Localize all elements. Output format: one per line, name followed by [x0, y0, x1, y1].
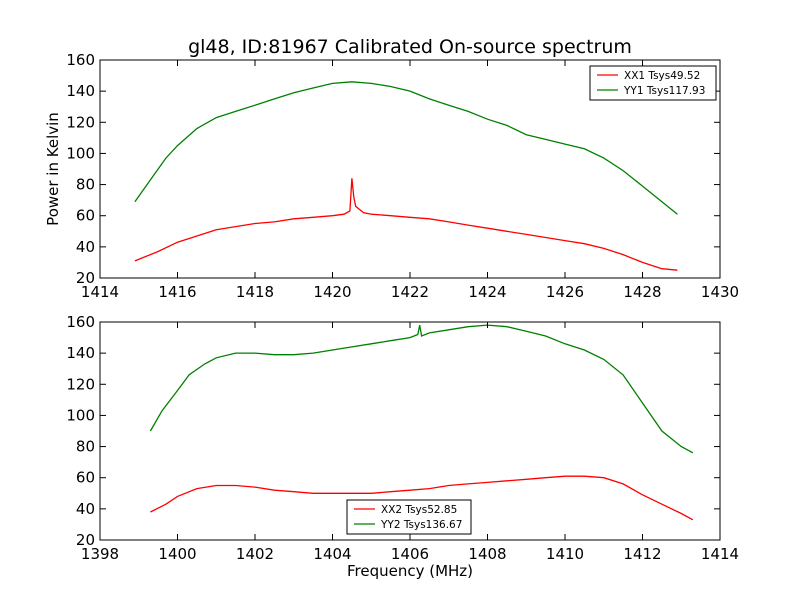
y-tick-label: 80: [76, 176, 95, 194]
x-tick-label: 1406: [391, 545, 429, 563]
y-tick-label: 160: [66, 51, 95, 69]
x-tick-label: 1398: [81, 545, 119, 563]
panel-1: 1414 1416 1418 1420 1422 1424 1426 1428 1430 20 40…: [66, 51, 739, 301]
x-tick-label: 1414: [81, 283, 119, 301]
y-tick-label: 140: [66, 344, 95, 362]
series-line-xx2: [150, 475, 694, 521]
y-axis-label: Power in Kelvin: [44, 112, 62, 226]
legend-entry-label: YY2 Tsys136.67: [380, 519, 462, 531]
legend-entry-label: XX2 Tsys52.85: [381, 504, 457, 516]
x-axis-label: Frequency (MHz): [347, 562, 473, 580]
y-tick-label: 140: [66, 82, 95, 100]
legend: XX2 Tsys52.85 YY2 Tsys136.67: [346, 499, 472, 535]
legend: XX1 Tsys49.52 YY1 Tsys117.93: [589, 65, 717, 101]
x-tick-label: 1410: [546, 545, 584, 563]
legend-box: [589, 65, 717, 101]
x-tick-label: 1424: [468, 283, 506, 301]
x-tick-label: 1422: [391, 283, 429, 301]
x-tick-label: 1414: [701, 545, 739, 563]
y-tick-label: 160: [66, 313, 95, 331]
y-tick-label: 120: [66, 113, 95, 131]
x-tick-label: 1402: [236, 545, 274, 563]
y-tick-label: 120: [66, 375, 95, 393]
chart-title: gl48, ID:81967 Calibrated On-source spec…: [188, 36, 632, 58]
x-tick-label: 1416: [158, 283, 196, 301]
series-line-xx1: [134, 178, 678, 271]
series-line-yy2: [149, 324, 694, 454]
series-line-yy1: [134, 81, 678, 215]
x-tick-label: 1412: [623, 545, 661, 563]
y-tick-label: 100: [66, 144, 95, 162]
legend-box: [346, 499, 472, 535]
x-tick-label: 1428: [623, 283, 661, 301]
x-tick-label: 1426: [546, 283, 584, 301]
x-tick-label: 1420: [313, 283, 351, 301]
y-tick-label: 80: [76, 438, 95, 456]
y-tick-label: 60: [76, 207, 95, 225]
y-tick-label: 40: [76, 238, 95, 256]
panel-2: 1398 1400 1402 1404 1406 1408 1410 1412 1414 20 40…: [66, 313, 739, 563]
y-tick-label: 40: [76, 500, 95, 518]
y-tick-label: 100: [66, 406, 95, 424]
y-tick-label: 60: [76, 469, 95, 487]
x-tick-label: 1404: [313, 545, 351, 563]
y-tick-label: 20: [76, 269, 95, 287]
legend-entry-label: YY1 Tsys117.93: [623, 85, 705, 97]
y-tick-label: 20: [76, 531, 95, 549]
legend-entry-label: XX1 Tsys49.52: [624, 70, 700, 82]
x-tick-label: 1418: [236, 283, 274, 301]
x-tick-label: 1408: [468, 545, 506, 563]
x-tick-label: 1400: [158, 545, 196, 563]
x-tick-label: 1430: [701, 283, 739, 301]
